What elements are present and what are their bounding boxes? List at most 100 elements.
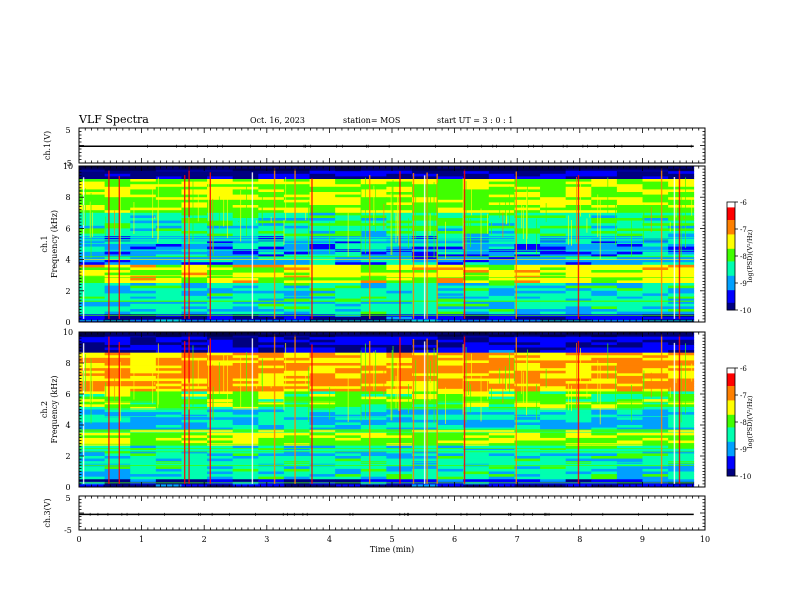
spectrogram-cell <box>79 461 106 465</box>
spectrogram-cell <box>488 205 515 208</box>
spectrogram-cell <box>360 471 387 475</box>
spectrogram-cell <box>335 481 362 485</box>
spectrogram-cell <box>540 337 567 341</box>
spectrogram-cell <box>616 448 643 452</box>
spectrogram-cell <box>283 391 310 395</box>
spectrogram-cell <box>130 360 157 364</box>
spectrogram-cell <box>463 298 490 302</box>
colorbar-cell <box>727 256 735 259</box>
spectrogram-cell <box>437 412 464 416</box>
spectrogram-cell <box>437 425 464 428</box>
spectrogram-cell <box>79 357 106 361</box>
spectrogram-cell <box>463 375 490 379</box>
spectrogram-cell <box>130 350 157 354</box>
spectrogram-cell <box>591 259 618 263</box>
spectrogram-cell <box>642 262 669 266</box>
spectrogram-cell <box>130 466 157 470</box>
spectrogram-cell <box>155 422 182 426</box>
colorbar-cell <box>727 463 735 466</box>
spectrogram-cell <box>540 419 567 423</box>
spectrogram-cell <box>283 453 310 457</box>
spectrogram-cell <box>104 422 131 426</box>
spectrogram-cell <box>309 342 336 346</box>
spectrogram-cell <box>309 186 336 190</box>
spectrogram-cell <box>616 432 643 436</box>
spectrogram-cell <box>437 404 464 408</box>
spectrogram-cell <box>79 301 106 305</box>
spectrogram-cell <box>207 456 234 459</box>
spectrogram-cell <box>668 301 695 305</box>
spectrogram-cell <box>232 370 259 374</box>
spectrogram-cell <box>591 316 618 320</box>
spectrogram-cell <box>514 277 541 281</box>
spectrogram-cell <box>104 215 131 219</box>
spectrogram-cell <box>155 228 182 232</box>
spectrogram-cell <box>258 316 285 320</box>
spectrogram-cell <box>130 181 157 185</box>
spectrogram-cell <box>130 456 157 459</box>
spectrogram-cell <box>283 445 310 449</box>
spectrogram-cell <box>360 298 387 302</box>
spectrogram-cell <box>79 194 106 198</box>
spectrogram-cell <box>540 251 567 255</box>
spectrogram-cell <box>642 375 669 379</box>
spectrogram-cell <box>488 186 515 190</box>
spectrogram-cell <box>335 298 362 302</box>
spectrogram-cell <box>488 383 515 387</box>
spectrogram-cell <box>155 394 182 397</box>
spectrogram-cell <box>463 301 490 305</box>
spectrogram-cell <box>642 481 669 485</box>
spectrogram-cell <box>207 381 234 385</box>
spectrogram-cell <box>155 251 182 255</box>
spectrogram-cell <box>488 275 515 279</box>
spectrogram-cell <box>591 368 618 372</box>
spectrogram-cell <box>616 391 643 395</box>
spectrogram-cell <box>181 365 208 369</box>
spectrogram-cell <box>181 406 208 410</box>
spectrogram-cell <box>437 257 464 260</box>
spectrogram-cell <box>360 344 387 348</box>
spectrogram-cell <box>258 401 285 405</box>
spectrogram-cell <box>514 285 541 289</box>
spectrogram-cell <box>540 339 567 343</box>
spectrogram-cell <box>232 435 259 439</box>
spectrogram-cell <box>309 264 336 268</box>
spectrogram-cell <box>488 437 515 441</box>
spectrogram-cell <box>181 448 208 452</box>
spectrogram-cell <box>258 437 285 441</box>
spectrogram-cell <box>258 171 285 175</box>
spectrogram-cell <box>155 365 182 369</box>
spectrogram-cell <box>258 368 285 372</box>
spectrogram-cell <box>668 435 695 439</box>
spectrogram-cell <box>360 476 387 480</box>
spectrogram-cell <box>616 301 643 305</box>
spectrogram-cell <box>181 309 208 312</box>
colorbar-cell <box>727 450 735 453</box>
spectrogram-cell <box>488 207 515 211</box>
spectrogram-cell <box>616 378 643 382</box>
spectrogram-cell <box>207 233 234 237</box>
spectrogram-cell <box>642 270 669 273</box>
spectrogram-cell <box>309 375 336 379</box>
spectrogram-cell <box>668 458 695 462</box>
spectrogram-cell <box>232 406 259 410</box>
spectrogram-cell <box>207 430 234 434</box>
spectrogram-cell <box>642 184 669 188</box>
spectrogram-cell <box>309 357 336 361</box>
spectrogram-cell <box>616 373 643 377</box>
spectrogram-cell <box>668 259 695 263</box>
spectrogram-cell <box>616 355 643 359</box>
spectrogram-cell <box>130 238 157 242</box>
spectrogram-cell <box>335 210 362 214</box>
spectrogram-cell <box>514 466 541 470</box>
spectrogram-cell <box>309 173 336 177</box>
spectrogram-cell <box>283 388 310 392</box>
spectrogram-cell <box>540 474 567 478</box>
spectrogram-cell <box>616 453 643 457</box>
spectrogram-cell <box>335 207 362 211</box>
spectrogram-cell <box>437 296 464 299</box>
colorbar-cell <box>727 395 735 398</box>
spectrogram-cell <box>79 344 106 348</box>
spectrogram-cell <box>309 303 336 307</box>
